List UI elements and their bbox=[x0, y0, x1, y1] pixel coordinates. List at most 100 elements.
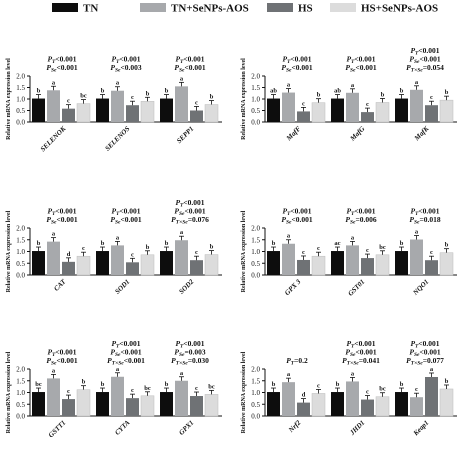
significance-letter: a bbox=[180, 75, 184, 82]
p-value-label: PSe<0.001 bbox=[409, 348, 440, 359]
bar-nrf2-1 bbox=[282, 382, 295, 416]
bar-cyta-1 bbox=[111, 376, 124, 416]
y-axis-label: Relative mRNA expression level bbox=[6, 210, 12, 292]
significance-letter: c bbox=[195, 100, 198, 107]
significance-letter: ab bbox=[334, 88, 341, 95]
y-tick-label: 0.5 bbox=[251, 401, 260, 409]
p-value-label: PSe<0.001 bbox=[110, 348, 141, 359]
p-value-label: PT<0.001 bbox=[175, 55, 204, 66]
significance-letter: a bbox=[430, 366, 434, 373]
p-value-label: PSe<0.001 bbox=[281, 63, 312, 74]
significance-letter: c bbox=[131, 387, 134, 394]
bar-cat-3 bbox=[76, 255, 91, 276]
bar-sod1-3 bbox=[140, 254, 155, 276]
bar-sod2-0 bbox=[160, 251, 173, 275]
y-tick-label: 1.0 bbox=[251, 389, 260, 397]
significance-letter: b bbox=[272, 240, 276, 247]
significance-letter: b bbox=[165, 88, 169, 95]
bar-jhd1-1 bbox=[346, 381, 359, 416]
y-tick-label: 1.5 bbox=[251, 84, 260, 92]
y-tick-label: 1.0 bbox=[251, 96, 260, 104]
significance-letter: c bbox=[82, 245, 85, 252]
p-value-label: PSe=0.006 bbox=[345, 215, 376, 226]
significance-letter: c bbox=[131, 251, 134, 258]
significance-letter: b bbox=[210, 244, 214, 251]
significance-letter: b bbox=[400, 381, 404, 388]
significance-letter: b bbox=[317, 92, 321, 99]
significance-letter: d bbox=[302, 392, 306, 399]
bar-keap1-2 bbox=[425, 376, 438, 416]
bar-keap1-1 bbox=[410, 397, 423, 416]
significance-letter: b bbox=[146, 244, 150, 251]
bar-gpx1-2 bbox=[190, 396, 203, 416]
significance-letter: a bbox=[351, 370, 355, 377]
x-tick-label: SOD2 bbox=[177, 277, 195, 295]
x-tick-label: Keap1 bbox=[411, 419, 430, 438]
legend-swatch-tn bbox=[52, 3, 78, 12]
significance-letter: c bbox=[317, 382, 320, 389]
y-tick-label: 1.0 bbox=[251, 248, 260, 256]
p-value-label: PT×Se=0.041 bbox=[342, 356, 380, 367]
significance-letter: c bbox=[302, 100, 305, 107]
bar-gst01-0 bbox=[331, 251, 344, 275]
y-tick-label: 2.0 bbox=[251, 225, 260, 233]
bar-selenok-3 bbox=[76, 103, 91, 123]
significance-letter: b bbox=[445, 242, 449, 249]
significance-letter: b bbox=[37, 88, 41, 95]
y-tick-label: 1.5 bbox=[16, 377, 25, 385]
significance-letter: a bbox=[52, 367, 56, 374]
y-axis-label: Relative mRNA expression level bbox=[6, 351, 12, 433]
bar-selenok-2 bbox=[62, 108, 75, 122]
significance-letter: b bbox=[400, 88, 404, 95]
x-tick-label: NQO1 bbox=[411, 278, 431, 298]
bar-maff-3 bbox=[311, 102, 326, 123]
y-tick-label: 1.5 bbox=[251, 377, 260, 385]
p-value-label: PT<0.001 bbox=[175, 198, 204, 209]
significance-letter: bc bbox=[208, 383, 215, 390]
y-tick-label: 1.0 bbox=[16, 96, 25, 104]
p-value-label: PSe<0.001 bbox=[345, 63, 376, 74]
bar-sod1-2 bbox=[126, 262, 139, 275]
bar-gst01-1 bbox=[346, 245, 359, 275]
significance-letter: c bbox=[67, 388, 70, 395]
y-tick-label: 0.0 bbox=[251, 272, 260, 280]
significance-letter: b bbox=[210, 94, 214, 101]
y-tick-label: 1.0 bbox=[16, 389, 25, 397]
bar-sod1-1 bbox=[111, 245, 124, 275]
y-tick-label: 2.0 bbox=[16, 366, 25, 374]
p-value-label: PT<0.001 bbox=[47, 207, 76, 218]
significance-letter: b bbox=[146, 90, 150, 97]
y-tick-label: 2.0 bbox=[16, 73, 25, 81]
significance-letter: ab bbox=[270, 88, 277, 95]
significance-letter: b bbox=[101, 240, 105, 247]
significance-letter: a bbox=[52, 79, 56, 86]
significance-letter: a bbox=[287, 371, 291, 378]
y-tick-label: 2.0 bbox=[251, 73, 260, 81]
x-tick-label: JHD1 bbox=[348, 419, 367, 438]
significance-letter: c bbox=[415, 386, 418, 393]
p-value-label: PT<0.001 bbox=[47, 348, 76, 359]
p-value-label: PT<0.001 bbox=[410, 339, 439, 350]
x-tick-label: MafF bbox=[284, 125, 302, 143]
legend-label-hs-senps: HS+SeNPs-AOS bbox=[361, 3, 438, 15]
bar-jhd1-2 bbox=[361, 399, 374, 416]
bar-nqo1-1 bbox=[410, 239, 423, 275]
bar-jhd1-0 bbox=[331, 392, 344, 416]
p-value-label: PSe<0.001 bbox=[46, 215, 77, 226]
significance-letter: c bbox=[317, 245, 320, 252]
significance-letter: a bbox=[287, 233, 291, 240]
bar-selenos-0 bbox=[96, 98, 109, 122]
chart-panel-4: Relative mRNA expression level 0.0 0.5 1.0 1… bbox=[241, 207, 457, 298]
significance-letter: b bbox=[82, 379, 86, 386]
p-value-label: PSe=0.018 bbox=[409, 215, 440, 226]
p-value-label: PT×Se=0.076 bbox=[171, 215, 209, 226]
p-value-label: PT<0.001 bbox=[282, 55, 311, 66]
bar-nqo1-0 bbox=[395, 251, 408, 275]
bar-gstt1-2 bbox=[62, 399, 75, 416]
x-tick-label: MafG bbox=[348, 125, 366, 143]
p-value-label: PSe<0.001 bbox=[409, 55, 440, 66]
bar-cyta-0 bbox=[96, 392, 109, 416]
legend-label-tn-senps: TN+SeNPs-AOS bbox=[171, 3, 249, 15]
significance-letter: c bbox=[366, 101, 369, 108]
